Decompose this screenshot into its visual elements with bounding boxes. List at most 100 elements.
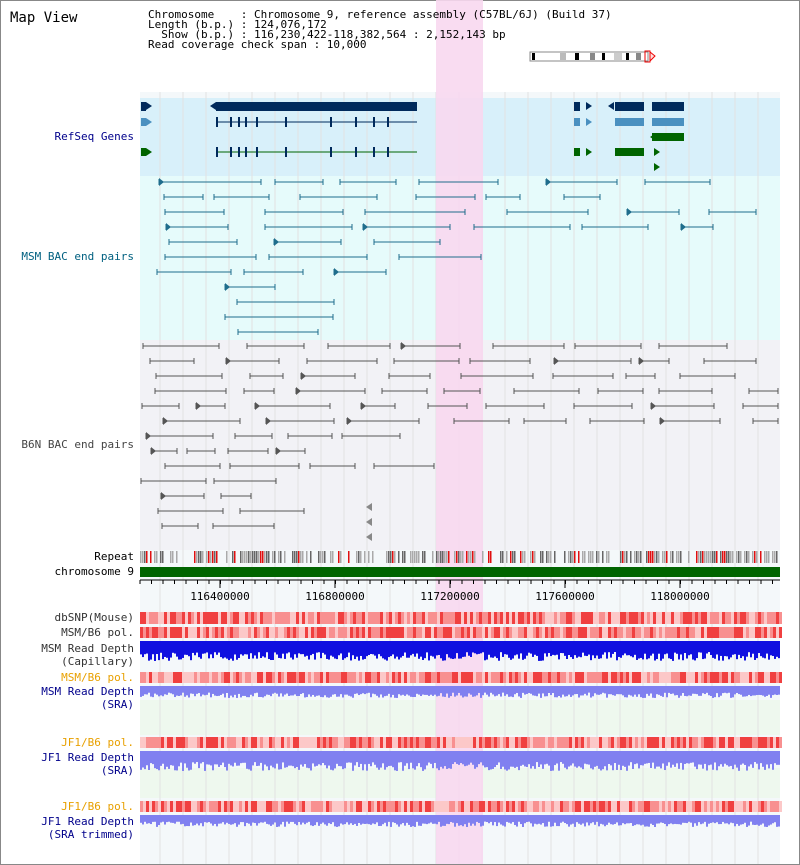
track-label-jf1-b6-pol[interactable]: JF1/B6 pol. <box>61 736 134 749</box>
jf1-depth-sra-bar <box>350 751 352 763</box>
msm-depth-capillary-bar <box>674 641 676 653</box>
msm-depth-sra-bar <box>186 686 188 696</box>
repeat-mark <box>650 551 652 563</box>
dbsnp-strip <box>473 612 476 624</box>
msm-depth-capillary-bar <box>540 641 542 661</box>
jf1-depth-sra-bar <box>270 751 272 766</box>
msm-depth-sra-bar <box>328 686 330 698</box>
dbsnp-strip <box>356 612 359 624</box>
msm-depth-sra-bar <box>608 686 610 695</box>
refseq-exon <box>355 117 357 127</box>
repeat-mark <box>242 551 244 563</box>
msm-depth-sra-bar <box>392 686 394 695</box>
jf1-depth-trimmed-bar <box>302 815 304 823</box>
msm-b6-pol-strip-2 <box>329 672 332 683</box>
msm-depth-capillary-bar <box>760 641 762 657</box>
track-label-refseq[interactable]: RefSeq Genes <box>54 130 134 143</box>
track-label-b6n-bac[interactable]: B6N BAC end pairs <box>21 438 134 451</box>
jf1-b6-pol-strip-2 <box>344 801 347 812</box>
msm-depth-sra-bar <box>490 686 492 693</box>
track-label-jf1-b6-pol-2[interactable]: JF1/B6 pol. <box>61 800 134 813</box>
msm-depth-capillary-bar <box>658 641 660 654</box>
track-label-dbsnp[interactable]: dbSNP(Mouse) <box>54 611 134 624</box>
jf1-b6-pol-strip <box>245 737 248 748</box>
jf1-depth-trimmed-bar <box>228 815 230 824</box>
jf1-b6-pol-strip <box>479 737 482 748</box>
msm-depth-capillary-bar <box>390 641 392 657</box>
track-label-msm-depth-sra[interactable]: MSM Read Depth <box>41 685 134 698</box>
dbsnp-strip <box>677 612 680 624</box>
dbsnp-strip <box>512 612 515 624</box>
repeat-mark <box>584 551 586 563</box>
msm-depth-sra-bar <box>682 686 684 694</box>
jf1-b6-pol-strip-2 <box>203 801 206 812</box>
msm-depth-sra-bar <box>722 686 724 694</box>
jf1-b6-pol-strip <box>449 737 452 748</box>
jf1-depth-sra-bar <box>458 751 460 765</box>
jf1-b6-pol-strip-2 <box>497 801 500 812</box>
jf1-depth-sra-bar <box>354 751 356 766</box>
msm-depth-capillary-bar <box>224 641 226 658</box>
msm-depth-capillary-bar <box>764 641 766 659</box>
jf1-b6-pol-strip-2 <box>650 801 653 812</box>
track-label-msm-b6-pol[interactable]: MSM/B6 pol. <box>61 626 134 639</box>
track-label-msm-depth-capillary[interactable]: MSM Read Depth <box>41 642 134 655</box>
msm-depth-sra-bar <box>712 686 714 698</box>
dbsnp-strip <box>686 612 689 624</box>
refseq-transcript <box>574 118 580 126</box>
msm-b6-pol-strip-2 <box>365 672 368 683</box>
repeat-mark <box>748 551 750 563</box>
track-label-jf1-depth-trimmed[interactable]: JF1 Read Depth <box>41 815 134 828</box>
msm-depth-sra-bar <box>482 686 484 696</box>
jf1-depth-sra-bar <box>418 751 420 764</box>
jf1-depth-sra-bar <box>174 751 176 771</box>
dbsnp-strip <box>161 612 164 624</box>
dbsnp-strip <box>332 612 335 624</box>
track-label-msm-bac[interactable]: MSM BAC end pairs <box>21 250 134 263</box>
msm-depth-capillary-bar <box>494 641 496 657</box>
repeat-mark <box>654 551 656 563</box>
msm-b6-pol-strip <box>656 627 659 638</box>
jf1-depth-trimmed-bar <box>348 815 350 825</box>
repeat-mark <box>172 551 174 563</box>
msm-depth-sra-bar <box>174 686 176 698</box>
jf1-depth-sra-bar <box>326 751 328 769</box>
jf1-b6-pol-strip-2 <box>518 801 521 812</box>
jf1-depth-trimmed-bar <box>476 815 478 822</box>
b6n-bac-pair-arrow <box>639 357 644 365</box>
msm-b6-pol-strip <box>524 627 527 638</box>
msm-b6-pol-strip <box>377 627 380 638</box>
track-label-jf1-depth-sra[interactable]: JF1 Read Depth <box>41 751 134 764</box>
msm-depth-sra-bar <box>408 686 410 696</box>
msm-depth-capillary-bar <box>624 641 626 654</box>
msm-b6-pol-strip <box>722 627 725 638</box>
msm-b6-pol-strip <box>635 627 638 638</box>
repeat-mark <box>246 551 248 563</box>
jf1-b6-pol-strip <box>650 737 653 748</box>
jf1-b6-pol-strip <box>659 737 662 748</box>
msm-b6-pol-strip <box>467 627 470 638</box>
repeat-mark <box>274 551 276 563</box>
repeat-mark <box>432 551 434 563</box>
jf1-b6-pol-strip-2 <box>620 801 623 812</box>
msm-b6-pol-strip-2 <box>302 672 305 683</box>
repeat-mark <box>706 551 708 563</box>
jf1-depth-sra-bar <box>248 751 250 770</box>
msm-depth-sra-bar <box>250 686 252 695</box>
msm-b6-pol-strip-2 <box>470 672 473 683</box>
jf1-b6-pol-strip-2 <box>731 801 734 812</box>
msm-b6-pol-strip <box>725 627 728 638</box>
msm-b6-pol-strip <box>599 627 602 638</box>
msm-b6-pol-strip <box>680 627 683 638</box>
msm-b6-pol-strip <box>749 627 752 638</box>
msm-depth-capillary-bar <box>200 641 202 659</box>
dbsnp-strip <box>632 612 635 624</box>
jf1-depth-trimmed-bar <box>344 815 346 825</box>
msm-depth-sra-bar <box>290 686 292 696</box>
jf1-b6-pol-strip-2 <box>392 801 395 812</box>
track-label-msm-b6-pol-2[interactable]: MSM/B6 pol. <box>61 671 134 684</box>
repeat-mark <box>368 551 370 563</box>
b6n-bac-pair-arrow <box>361 402 366 410</box>
refseq-exon <box>256 147 258 157</box>
repeat-mark <box>728 551 730 563</box>
